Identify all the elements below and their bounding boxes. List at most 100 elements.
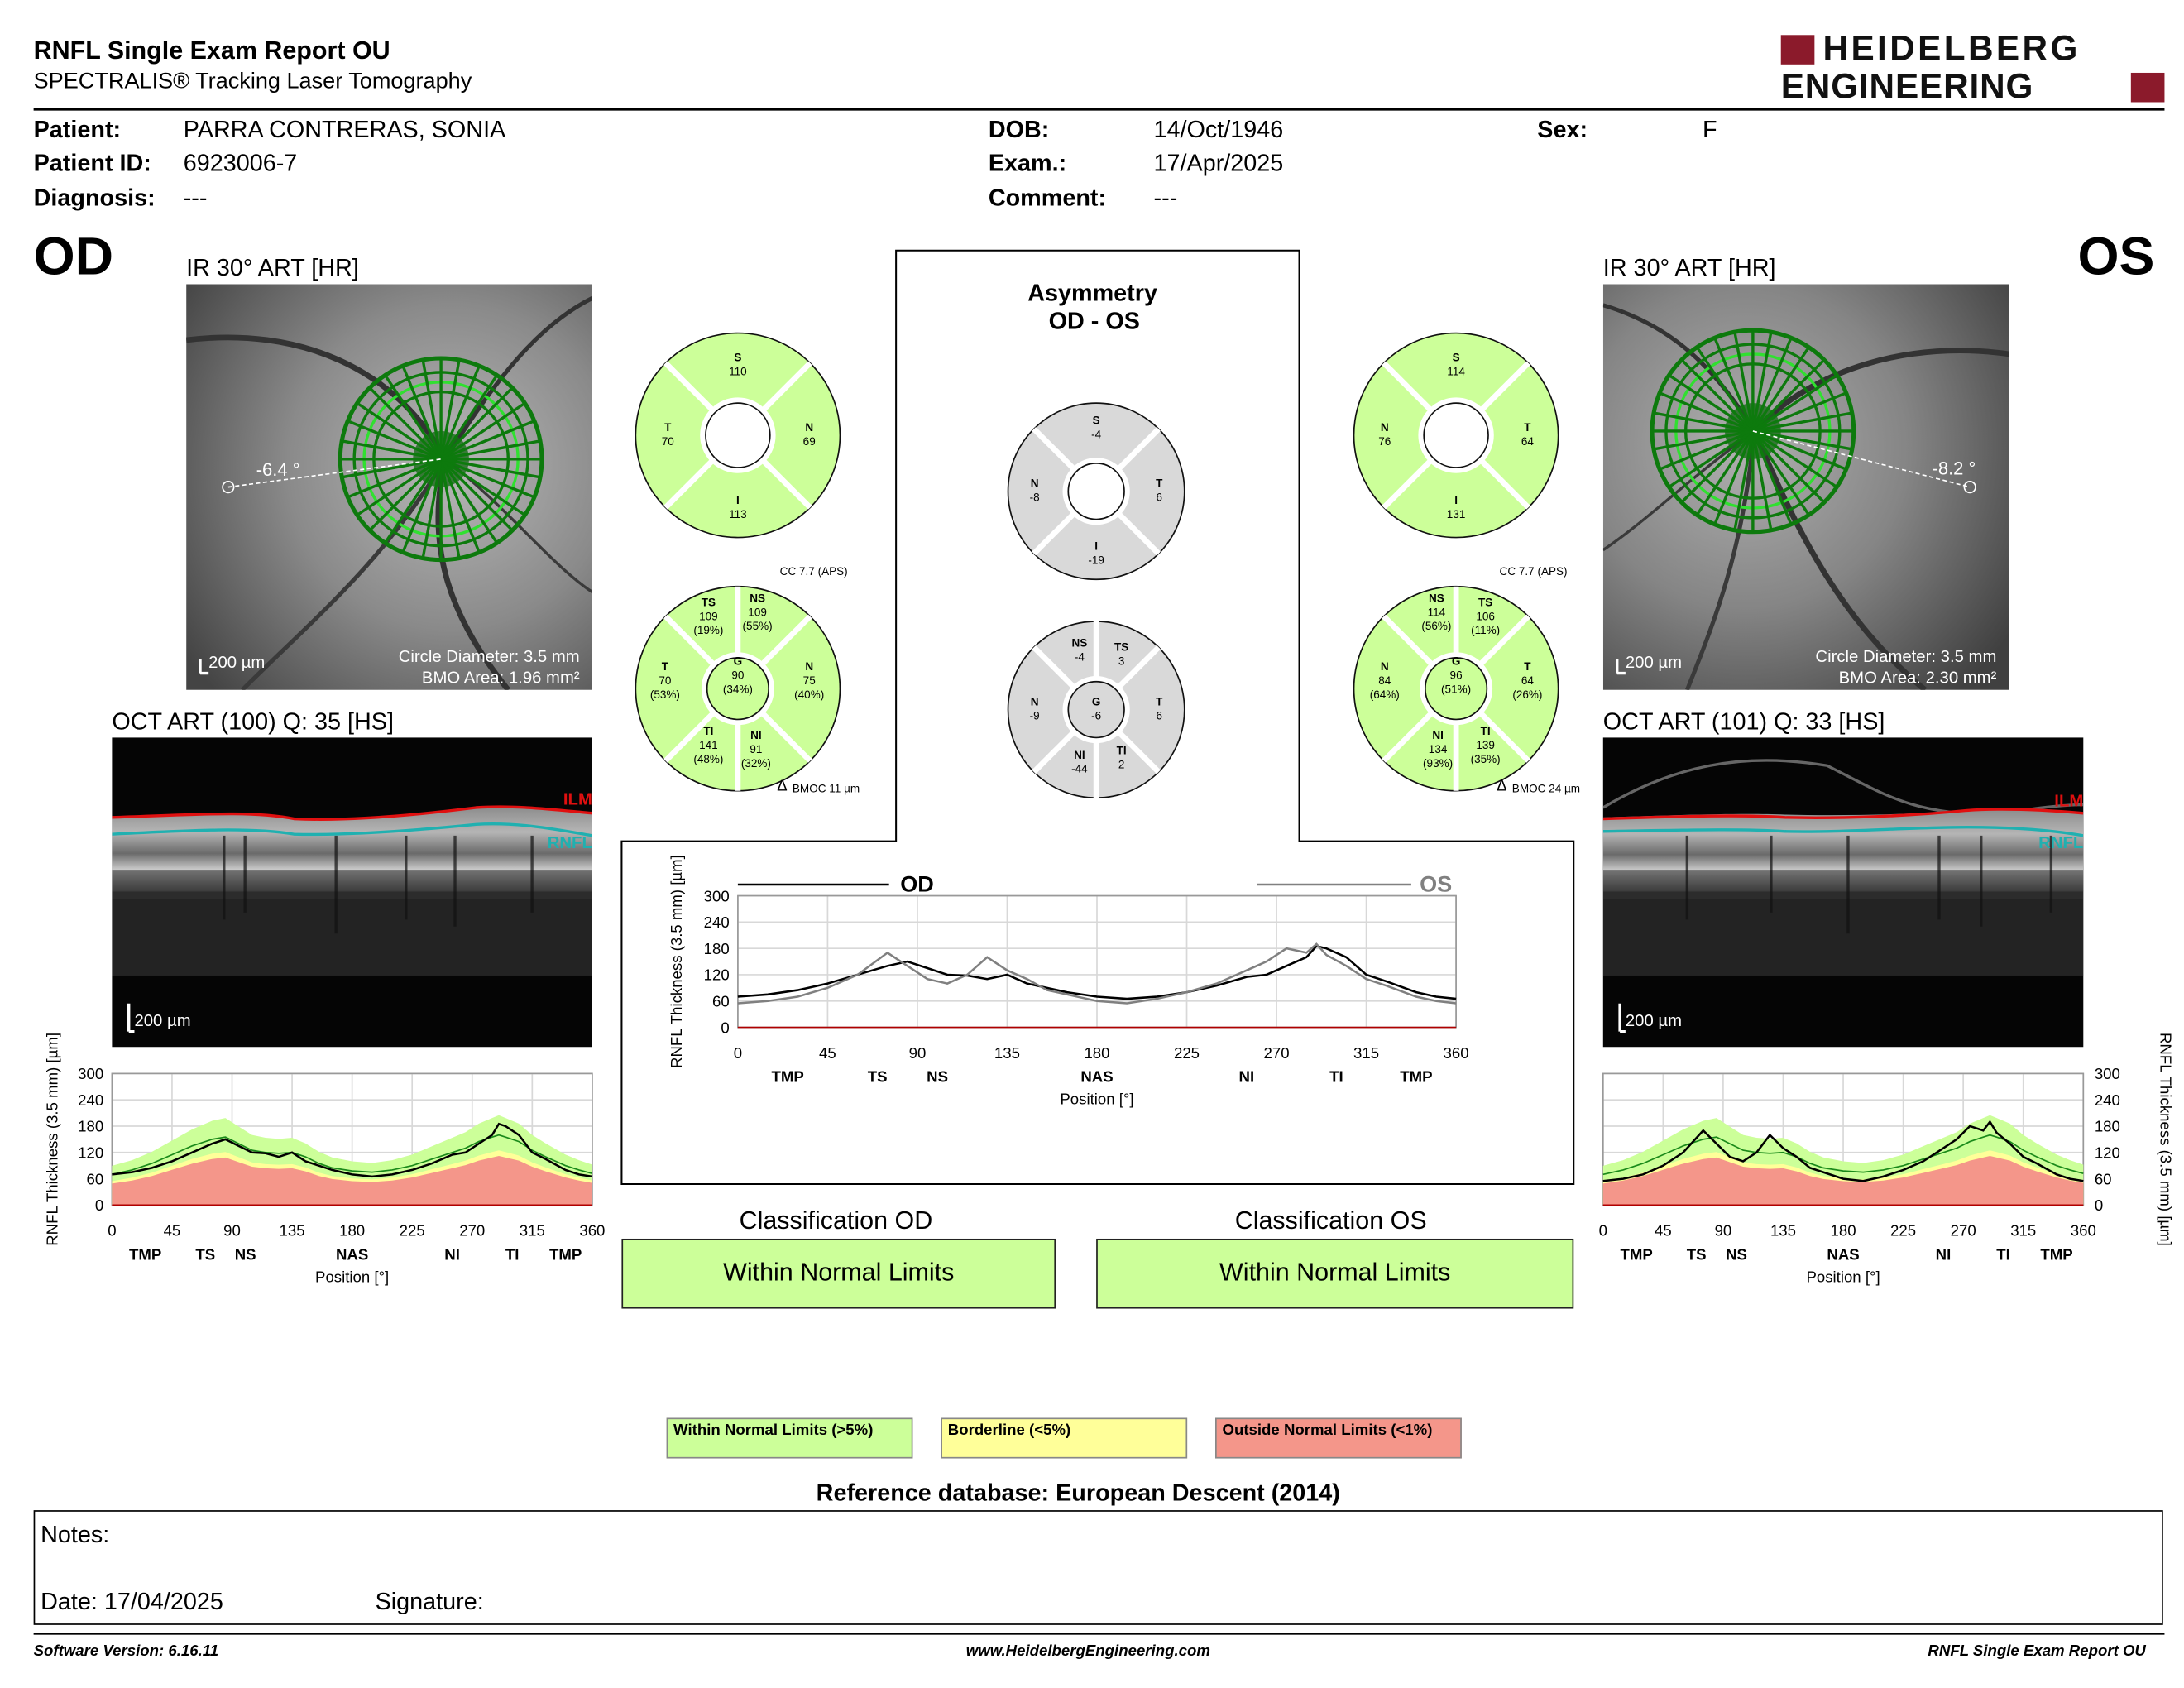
asym-quad-divider-0 — [1114, 509, 1161, 556]
os-sect-divider-0 — [1476, 708, 1530, 763]
os-quad-s-label: S — [1453, 351, 1460, 363]
cmp-chart-xtick-5: 225 — [1174, 1044, 1200, 1062]
asym-sect-inner-ring — [1062, 675, 1130, 744]
notes-signature: Signature: — [375, 1588, 484, 1615]
asym-quad-divider-3 — [1114, 426, 1161, 474]
cmp-chart-xtick-3: 135 — [994, 1044, 1020, 1062]
heidelberg-logo: HEIDELBERG ENGINEERING — [1780, 31, 2165, 107]
asym-sect-center — [1067, 680, 1125, 739]
od-ilm-label: ILM — [563, 789, 592, 809]
od-sect-t-value: 70 — [659, 674, 671, 687]
od-chart-sector-6: TMP — [549, 1245, 582, 1263]
od-quad-divider-1 — [663, 456, 717, 510]
os-angle-label: -8.2 ° — [1932, 458, 1976, 479]
comment-value: --- — [1153, 185, 1178, 212]
od-chart-xtick-5: 225 — [400, 1222, 425, 1240]
od-chart-ytick-3: 120 — [78, 1144, 103, 1162]
os-classification-title: Classification OS — [1234, 1206, 1427, 1235]
os-sect-n-value: 84 — [1378, 674, 1391, 687]
os-quad-i-value: 131 — [1447, 508, 1466, 520]
os-fundus-image: -8.2 ° 200 µm Circle Diameter: 3.5 mm BM… — [1602, 284, 2009, 690]
od-quad-n-value: 69 — [803, 435, 816, 448]
od-sect-ti-pct: (48%) — [693, 753, 723, 765]
od-sect-ts-pct: (19%) — [693, 624, 723, 636]
od-sect-divider-5 — [757, 614, 812, 669]
report-title: RNFL Single Exam Report OU — [33, 36, 390, 65]
os-quad-s-value: 114 — [1447, 365, 1465, 377]
od-sect-t-pct: (53%) — [650, 688, 680, 701]
od-chart-band-outside — [112, 1156, 592, 1206]
asym-sect-ts-value: 3 — [1118, 655, 1125, 667]
header-rule — [33, 108, 2165, 111]
od-quad-inner-ring — [700, 397, 776, 473]
os-chart-line-thickness — [1602, 1120, 2084, 1182]
os-sect-ti-label: TI — [1481, 725, 1491, 737]
asym-quad-t-label: T — [1156, 477, 1163, 490]
os-sect-ns-label: NS — [1429, 592, 1444, 604]
os-sect-divider-2 — [1382, 708, 1437, 763]
od-chart-xtick-3: 135 — [280, 1222, 305, 1240]
os-quad-divider-1 — [1382, 456, 1435, 510]
od-chart-normal-mean-line — [112, 1134, 593, 1176]
od-quad-s-value: 110 — [729, 365, 747, 377]
od-chart-ytick-0: 300 — [78, 1065, 103, 1082]
od-bmoc-delta: Δ — [777, 778, 788, 795]
od-cc-label: CC 7.7 (APS) — [779, 565, 848, 578]
od-sect-g-pct: (34%) — [723, 683, 753, 695]
od-sect-divider-3 — [663, 614, 718, 669]
od-sect-ti-label: TI — [703, 725, 713, 737]
od-chart-xlabel: Position [°] — [315, 1268, 389, 1285]
os-chart-xtick-5: 225 — [1890, 1222, 1916, 1240]
cmp-chart-line-os — [737, 942, 1457, 1005]
cmp-chart-ytick-4: 60 — [712, 993, 730, 1010]
os-sect-n-label: N — [1381, 660, 1389, 673]
os-chart-xtick-4: 180 — [1831, 1222, 1856, 1240]
od-angle-label: -6.4 ° — [256, 458, 300, 481]
cmp-chart-ytick-2: 180 — [704, 940, 730, 957]
cmp-chart-xlabel: Position [°] — [1060, 1091, 1133, 1108]
footer-report: RNFL Single Exam Report OU — [1928, 1642, 2146, 1661]
os-oct-bscan: ILM RNFL 200 µm — [1602, 737, 2084, 1048]
od-classification-title: Classification OD — [739, 1206, 933, 1235]
comment-label: Comment: — [988, 185, 1107, 212]
asym-sect-ti-label: TI — [1117, 745, 1127, 757]
asym-sect-ns-value: -4 — [1075, 650, 1085, 663]
os-chart-xtick-2: 90 — [1715, 1222, 1732, 1240]
asym-sect-n-label: N — [1031, 696, 1039, 708]
od-sect-divider-0 — [757, 708, 812, 763]
os-sect-divider-3 — [1382, 614, 1437, 669]
notes-date: Date: 17/04/2025 — [41, 1588, 223, 1615]
od-chart-ytick-2: 180 — [78, 1118, 103, 1135]
od-sect-center — [706, 657, 769, 721]
od-sect-n-pct: (40%) — [794, 688, 824, 701]
asym-sect-t-value: 6 — [1157, 709, 1163, 722]
od-quad-t-value: 70 — [662, 435, 674, 448]
os-chart-xtick-7: 315 — [2010, 1222, 2036, 1240]
os-sect-n-pct: (64%) — [1370, 688, 1400, 701]
os-sect-t-pct: (26%) — [1512, 688, 1542, 701]
asym-quad-center — [1067, 463, 1125, 520]
cmp-chart-xtick-1: 45 — [819, 1044, 836, 1062]
os-oct-scale: 200 µm — [1625, 1010, 1683, 1030]
od-quad-divider-2 — [663, 361, 717, 415]
logo-line2: ENGINEERING — [1780, 67, 2034, 107]
os-chart-xtick-3: 135 — [1770, 1222, 1796, 1240]
os-sect-ts-pct: (11%) — [1471, 624, 1500, 636]
os-sect-ns-value: 114 — [1428, 606, 1446, 618]
os-chart-ylabel: RNFL Thickness (3.5 mm) [µm] — [2157, 1033, 2174, 1246]
od-chart-xtick-1: 45 — [164, 1222, 181, 1240]
od-sect-n-value: 75 — [803, 674, 816, 687]
od-chart-line-thickness — [112, 1122, 593, 1178]
asym-sect-ni-value: -44 — [1071, 763, 1088, 775]
cmp-chart-sector-0: TMP — [772, 1068, 804, 1086]
asym-quad-t-value: 6 — [1157, 492, 1163, 504]
os-quad-center — [1423, 402, 1489, 468]
od-chart-sector-4: NI — [444, 1245, 460, 1263]
os-chart-xtick-1: 45 — [1655, 1222, 1672, 1240]
od-bmoc-label: BMOC 11 µm — [792, 782, 860, 795]
os-chart-sector-2: NS — [1726, 1245, 1747, 1263]
os-sect-g-label: G — [1452, 655, 1461, 667]
os-bmoc-label: BMOC 24 µm — [1511, 782, 1581, 795]
od-sect-ni-value: 91 — [750, 743, 762, 755]
